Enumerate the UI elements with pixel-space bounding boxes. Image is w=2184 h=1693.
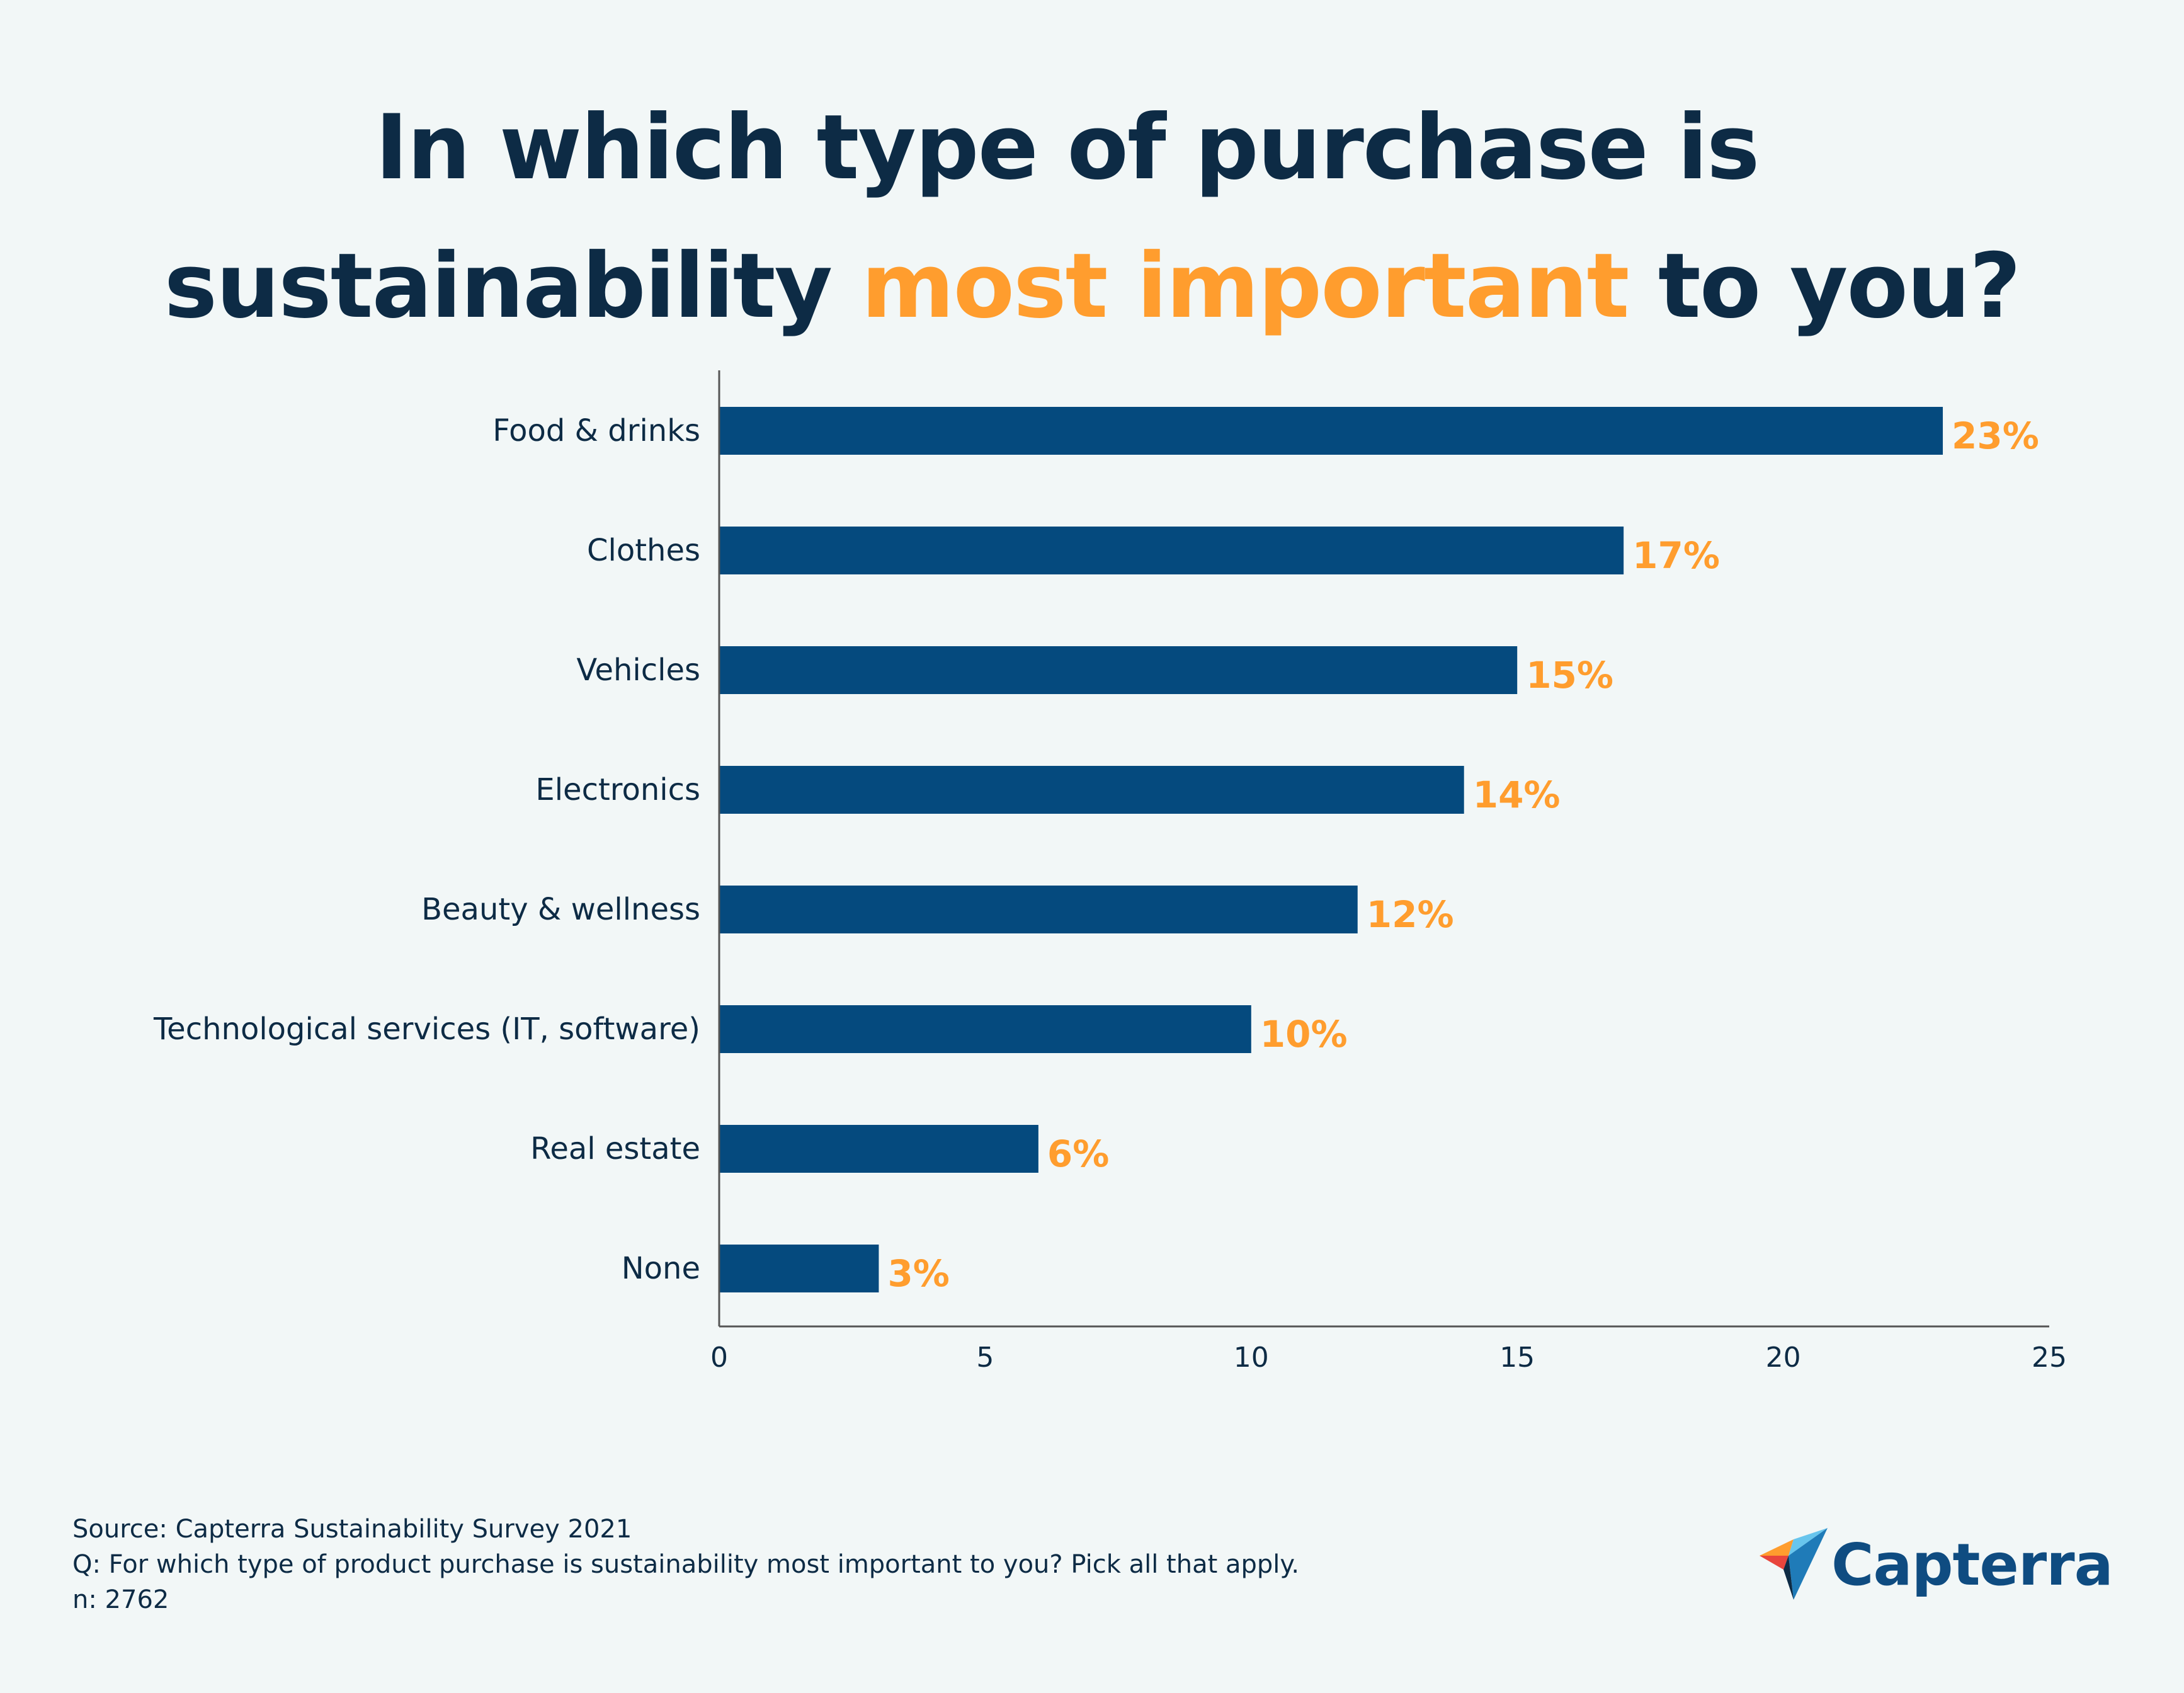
bar-chart: Food & drinks Clothes Vehicles Electronics B… xyxy=(153,370,2067,1374)
x-tick-label-15: 15 xyxy=(1499,1342,1535,1374)
title-line-2-end: to you? xyxy=(1628,234,2021,338)
value-label-electronics: 14% xyxy=(1473,773,1561,816)
title-line-2-start: sustainability xyxy=(164,234,862,338)
bar-real-estate xyxy=(719,1125,1038,1173)
bar-food-drinks xyxy=(719,407,1943,455)
capterra-wordmark: Capterra xyxy=(1831,1531,2113,1599)
value-label-technological-services-it-software: 10% xyxy=(1260,1013,1348,1056)
capterra-logo: Capterra xyxy=(1757,1524,2113,1612)
value-labels-group: 23% 17% 15% 14% 12% 10% 6% 3% xyxy=(887,414,2039,1295)
category-label-technological-services-it-software: Technological services (IT, software) xyxy=(153,1012,700,1047)
category-label-food-drinks: Food & drinks xyxy=(492,413,700,448)
x-tick-label-10: 10 xyxy=(1234,1342,1269,1374)
category-label-real-estate: Real estate xyxy=(530,1131,700,1166)
category-label-vehicles: Vehicles xyxy=(576,653,700,688)
question-line: Q: For which type of product purchase is… xyxy=(72,1550,1300,1579)
value-label-none: 3% xyxy=(887,1252,949,1295)
x-axis-ticks-group: 0 5 10 15 20 25 xyxy=(710,1342,2067,1374)
value-label-vehicles: 15% xyxy=(1526,654,1613,697)
value-label-beauty-wellness: 12% xyxy=(1367,893,1454,936)
bar-beauty-wellness xyxy=(719,886,1358,933)
title-line-1: In which type of purchase is xyxy=(375,96,1760,200)
source-line: Source: Capterra Sustainability Survey 2… xyxy=(72,1515,632,1544)
bar-technological-services-it-software xyxy=(719,1005,1251,1053)
bar-clothes xyxy=(719,527,1624,574)
value-label-real-estate: 6% xyxy=(1047,1132,1109,1175)
source-note: Source: Capterra Sustainability Survey 2… xyxy=(72,1512,1299,1617)
x-tick-label-0: 0 xyxy=(710,1342,728,1374)
value-label-food-drinks: 23% xyxy=(1952,414,2039,457)
bar-electronics xyxy=(719,766,1464,814)
sample-size-line: n: 2762 xyxy=(72,1585,169,1614)
title-highlight: most important xyxy=(861,234,1630,338)
x-tick-label-25: 25 xyxy=(2032,1342,2067,1374)
value-label-clothes: 17% xyxy=(1632,534,1720,577)
capterra-arrow-icon xyxy=(1760,1528,1828,1600)
category-label-clothes: Clothes xyxy=(587,533,700,568)
bars-group xyxy=(719,407,1943,1292)
category-label-beauty-wellness: Beauty & wellness xyxy=(421,892,700,927)
bar-none xyxy=(719,1245,879,1292)
chart-title: In which type of purchase is sustainabil… xyxy=(0,79,2184,356)
category-label-none: None xyxy=(622,1251,700,1286)
x-tick-label-20: 20 xyxy=(1766,1342,1801,1374)
category-label-electronics: Electronics xyxy=(535,772,700,807)
x-tick-label-5: 5 xyxy=(976,1342,994,1374)
category-labels-group: Food & drinks Clothes Vehicles Electronics B… xyxy=(153,413,700,1286)
title-line-2: sustainability most important to you? xyxy=(0,217,2184,356)
bar-vehicles xyxy=(719,646,1518,694)
